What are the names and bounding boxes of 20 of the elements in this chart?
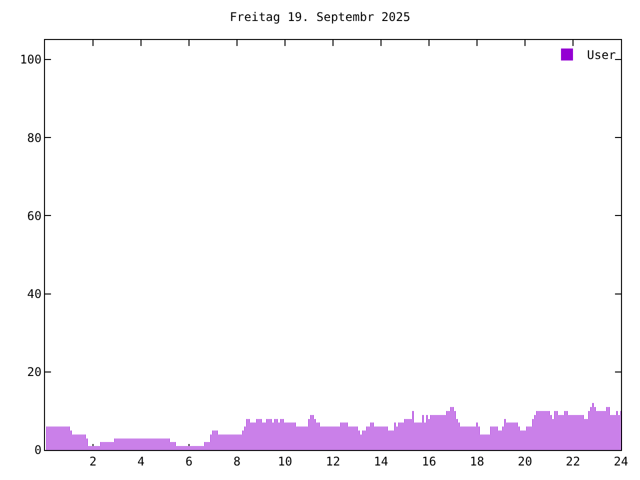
x-tick-label: 4 xyxy=(137,454,145,468)
x-tick-label: 8 xyxy=(233,454,241,468)
chart-title: Freitag 19. Septembr 2025 xyxy=(230,10,410,24)
y-tick-label: 40 xyxy=(27,287,42,302)
y-tick-label: 0 xyxy=(34,443,42,458)
x-tick-label: 14 xyxy=(374,454,388,468)
x-tick-label: 10 xyxy=(278,454,292,468)
x-tick-label: 18 xyxy=(470,454,484,468)
x-tick-label: 2 xyxy=(89,454,97,468)
legend-label: User xyxy=(587,48,616,62)
x-tick-label: 12 xyxy=(326,454,340,468)
x-tick-label: 24 xyxy=(614,454,628,468)
y-tick-label: 20 xyxy=(27,365,42,380)
x-tick-label: 20 xyxy=(518,454,532,468)
x-tick-label: 6 xyxy=(185,454,193,468)
y-tick-label: 100 xyxy=(20,52,42,67)
y-tick-label: 60 xyxy=(27,208,42,223)
x-tick-label: 22 xyxy=(566,454,580,468)
x-tick-label: 16 xyxy=(422,454,436,468)
y-tick-label: 80 xyxy=(27,130,42,145)
